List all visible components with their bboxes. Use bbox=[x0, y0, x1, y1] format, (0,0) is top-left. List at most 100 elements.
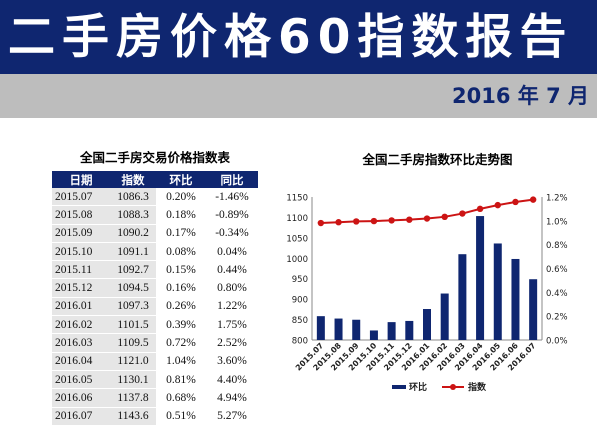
bar-huanbi bbox=[493, 243, 502, 340]
table-cell: 0.80% bbox=[206, 278, 258, 298]
table-cell: 1090.2 bbox=[110, 224, 156, 243]
combo-chart: 800 850 900 950 1000 1050 1100 1150 0.0% 0.2% 0.4%… bbox=[286, 194, 568, 394]
table-cell: 1137.8 bbox=[110, 388, 156, 408]
bar-huanbi bbox=[423, 309, 431, 340]
column-header: 环比 bbox=[156, 171, 206, 188]
bar-huanbi bbox=[405, 320, 414, 340]
table-cell: 2015.10 bbox=[52, 242, 110, 262]
table-header-row: 日期 指数 环比 同比 bbox=[52, 171, 258, 188]
line-index-point bbox=[529, 196, 537, 203]
table-cell: 2016.03 bbox=[52, 333, 110, 353]
right-axis-tick-label: 0.0% bbox=[546, 337, 568, 347]
table-cell: 0.20% bbox=[156, 188, 206, 207]
table-cell: 1101.5 bbox=[110, 315, 156, 335]
table-cell: 1143.6 bbox=[110, 407, 156, 426]
table-row: 2016.05 1130.1 0.81% 4.40% bbox=[52, 370, 258, 390]
table-cell: -1.46% bbox=[206, 188, 258, 207]
table-row: 2015.12 1094.5 0.16% 0.80% bbox=[52, 278, 258, 298]
legend-line-label: 指数 bbox=[468, 381, 487, 393]
bar-huanbi bbox=[511, 258, 520, 340]
line-index-point bbox=[317, 219, 325, 227]
table-cell: 2015.07 bbox=[52, 188, 110, 207]
left-axis-tick-label: 1050 bbox=[286, 234, 308, 244]
column-header: 指数 bbox=[110, 171, 156, 188]
table-row: 2015.08 1088.3 0.18% -0.89% bbox=[52, 205, 258, 225]
line-index-point bbox=[476, 205, 484, 213]
table-cell: 0.26% bbox=[156, 297, 206, 317]
table-cell: -0.34% bbox=[206, 224, 258, 243]
table-cell: 1097.3 bbox=[110, 297, 156, 317]
line-index-point bbox=[353, 218, 360, 225]
table-row: 2015.09 1090.2 0.17% -0.34% bbox=[52, 224, 258, 243]
bar-huanbi bbox=[458, 254, 467, 340]
table-cell: 2016.07 bbox=[52, 407, 110, 426]
table-cell: -0.89% bbox=[206, 205, 258, 225]
line-index-point bbox=[423, 215, 431, 222]
legend-line-marker bbox=[450, 384, 456, 390]
index-table-wrapper: 日期 指数 环比 同比 2015.07 1086.3 0.20% -1.46% 2015… bbox=[52, 171, 258, 426]
table-cell: 2016.04 bbox=[52, 352, 110, 371]
line-index-point bbox=[494, 201, 501, 209]
table-cell: 2015.09 bbox=[52, 224, 110, 243]
table-cell: 1088.3 bbox=[110, 205, 156, 225]
table-cell: 1121.0 bbox=[110, 352, 156, 371]
left-axis-tick-label: 1150 bbox=[286, 194, 308, 204]
report-title: 二手房价格60指数报告 bbox=[8, 10, 574, 65]
report-header-bar bbox=[0, 0, 597, 74]
right-axis-tick-label: 0.2% bbox=[546, 313, 568, 323]
table-cell: 0.72% bbox=[156, 333, 206, 353]
table-cell: 3.60% bbox=[206, 352, 258, 371]
table-cell: 2015.08 bbox=[52, 205, 110, 225]
table-cell: 2016.05 bbox=[52, 370, 110, 390]
table-cell: 1086.3 bbox=[110, 188, 156, 207]
bar-huanbi bbox=[387, 322, 396, 340]
table-cell: 4.40% bbox=[206, 370, 258, 390]
table-cell: 5.27% bbox=[206, 407, 258, 426]
table-cell: 0.04% bbox=[206, 242, 258, 262]
bar-huanbi bbox=[476, 216, 485, 340]
left-axis-tick-label: 950 bbox=[292, 275, 308, 285]
table-cell: 0.44% bbox=[206, 260, 258, 280]
left-axis-tick-label: 1100 bbox=[286, 214, 308, 224]
right-axis-tick-label: 0.8% bbox=[546, 241, 568, 251]
table-cell: 0.08% bbox=[156, 242, 206, 262]
table-row: 2016.03 1109.5 0.72% 2.52% bbox=[52, 333, 258, 353]
line-index-point bbox=[441, 213, 448, 221]
bar-huanbi bbox=[352, 319, 361, 340]
bar-huanbi bbox=[529, 279, 538, 340]
table-cell: 0.51% bbox=[156, 407, 206, 426]
table-cell: 0.16% bbox=[156, 278, 206, 298]
table-cell: 2016.01 bbox=[52, 297, 110, 317]
line-index-point bbox=[512, 198, 519, 206]
table-cell: 2016.06 bbox=[52, 388, 110, 408]
table-row: 2016.06 1137.8 0.68% 4.94% bbox=[52, 388, 258, 408]
table-cell: 1091.1 bbox=[110, 242, 156, 262]
table-cell: 1094.5 bbox=[110, 278, 156, 298]
report-date: 2016 年 7 月 bbox=[452, 84, 589, 108]
table-cell: 0.68% bbox=[156, 388, 206, 408]
line-index-point bbox=[459, 210, 466, 217]
line-index-point bbox=[370, 217, 378, 225]
table-cell: 2015.12 bbox=[52, 278, 110, 298]
table-cell: 2.52% bbox=[206, 333, 258, 353]
table-row: 2015.10 1091.1 0.08% 0.04% bbox=[52, 242, 258, 262]
table-cell: 1092.7 bbox=[110, 260, 156, 280]
table-row: 2016.02 1101.5 0.39% 1.75% bbox=[52, 315, 258, 335]
table-cell: 0.81% bbox=[156, 370, 206, 390]
right-axis-tick-label: 0.6% bbox=[546, 265, 568, 275]
table-cell: 1109.5 bbox=[110, 333, 156, 353]
line-index-point bbox=[335, 219, 342, 226]
right-axis-tick-label: 1.2% bbox=[546, 194, 568, 204]
line-index-point bbox=[406, 216, 413, 223]
bar-huanbi bbox=[440, 293, 449, 340]
legend-bar-label: 环比 bbox=[409, 381, 427, 393]
table-row: 2016.04 1121.0 1.04% 3.60% bbox=[52, 352, 258, 371]
table-cell: 1.04% bbox=[156, 352, 206, 371]
table-title: 全国二手房交易价格指数表 bbox=[79, 150, 230, 165]
table-cell: 2015.11 bbox=[52, 260, 110, 280]
right-axis-tick-label: 1.0% bbox=[546, 217, 568, 227]
date-bar: 2016 年 7 月 bbox=[0, 74, 597, 118]
table-cell: 0.39% bbox=[156, 315, 206, 335]
table-cell: 2016.02 bbox=[52, 315, 110, 335]
left-axis-tick-label: 1000 bbox=[286, 255, 308, 265]
